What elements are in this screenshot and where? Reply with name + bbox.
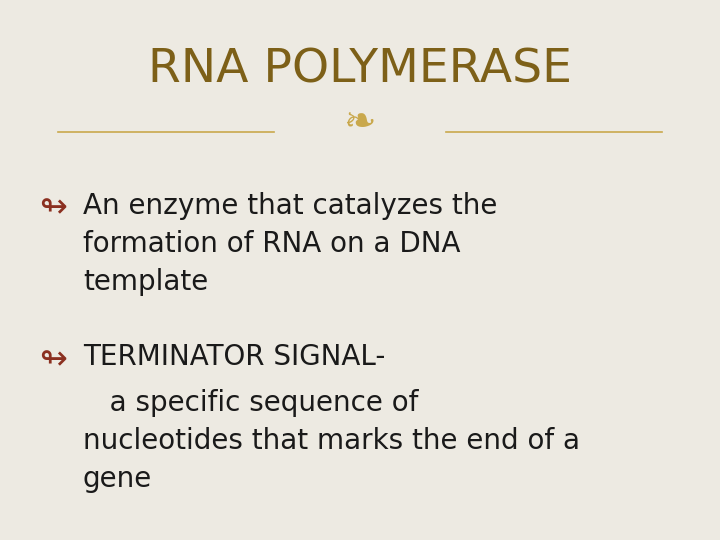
Text: RNA POLYMERASE: RNA POLYMERASE (148, 48, 572, 93)
Text: TERMINATOR SIGNAL-: TERMINATOR SIGNAL- (83, 343, 385, 371)
Text: ❧: ❧ (343, 104, 377, 141)
Text: a specific sequence of
nucleotides that marks the end of a
gene: a specific sequence of nucleotides that … (83, 389, 580, 492)
Text: An enzyme that catalyzes the
formation of RNA on a DNA
template: An enzyme that catalyzes the formation o… (83, 192, 498, 295)
Text: ↬: ↬ (40, 192, 68, 225)
Text: ↬: ↬ (40, 343, 68, 376)
